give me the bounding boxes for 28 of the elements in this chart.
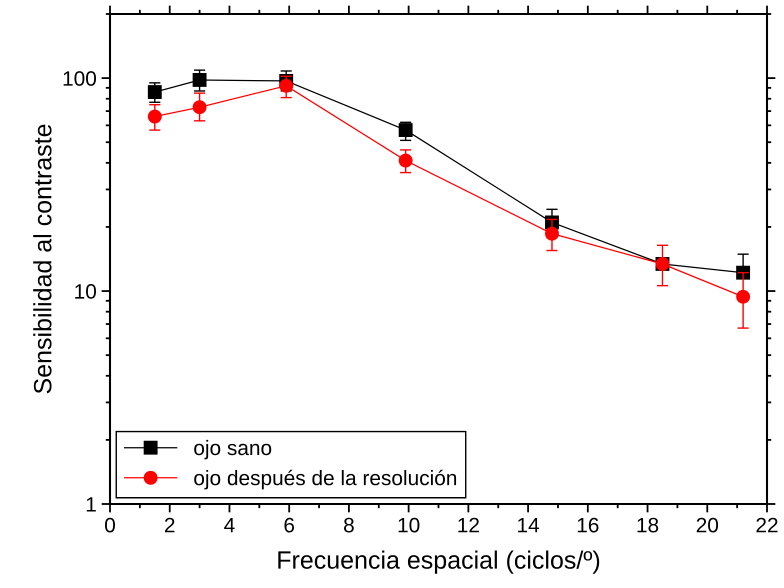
point bbox=[279, 78, 294, 93]
x-tick-label: 4 bbox=[224, 518, 235, 532]
point bbox=[398, 154, 413, 168]
y-tick-label: 100 bbox=[64, 71, 96, 86]
point bbox=[148, 85, 162, 99]
x-tick-label: 0 bbox=[105, 518, 115, 532]
point bbox=[192, 100, 207, 114]
x-tick-label: 20 bbox=[696, 518, 718, 532]
x-tick-label: 16 bbox=[578, 518, 598, 532]
point bbox=[398, 123, 413, 138]
point bbox=[545, 226, 559, 241]
y-tick-label: 1 bbox=[86, 497, 96, 512]
x-tick-label: 18 bbox=[638, 518, 658, 532]
point bbox=[148, 110, 162, 124]
x-tick-label: 14 bbox=[518, 518, 540, 532]
y-axis-title: Sensibilidad al contraste bbox=[33, 124, 52, 394]
point bbox=[736, 290, 750, 304]
x-tick-label: 6 bbox=[284, 518, 294, 532]
x-tick-label: 8 bbox=[344, 518, 354, 532]
legend-label: ojo sano bbox=[194, 440, 272, 460]
x-tick-label: 10 bbox=[398, 518, 420, 532]
x-tick-label: 2 bbox=[164, 518, 174, 532]
y-tick-label: 10 bbox=[75, 284, 96, 299]
x-tick-label: 22 bbox=[756, 518, 778, 532]
x-axis-title: Frecuencia espacial (ciclos/º) bbox=[278, 550, 600, 574]
x-tick-label: 12 bbox=[458, 518, 479, 532]
point bbox=[192, 73, 207, 87]
legend-label: ojo después de la resolución bbox=[194, 470, 456, 490]
